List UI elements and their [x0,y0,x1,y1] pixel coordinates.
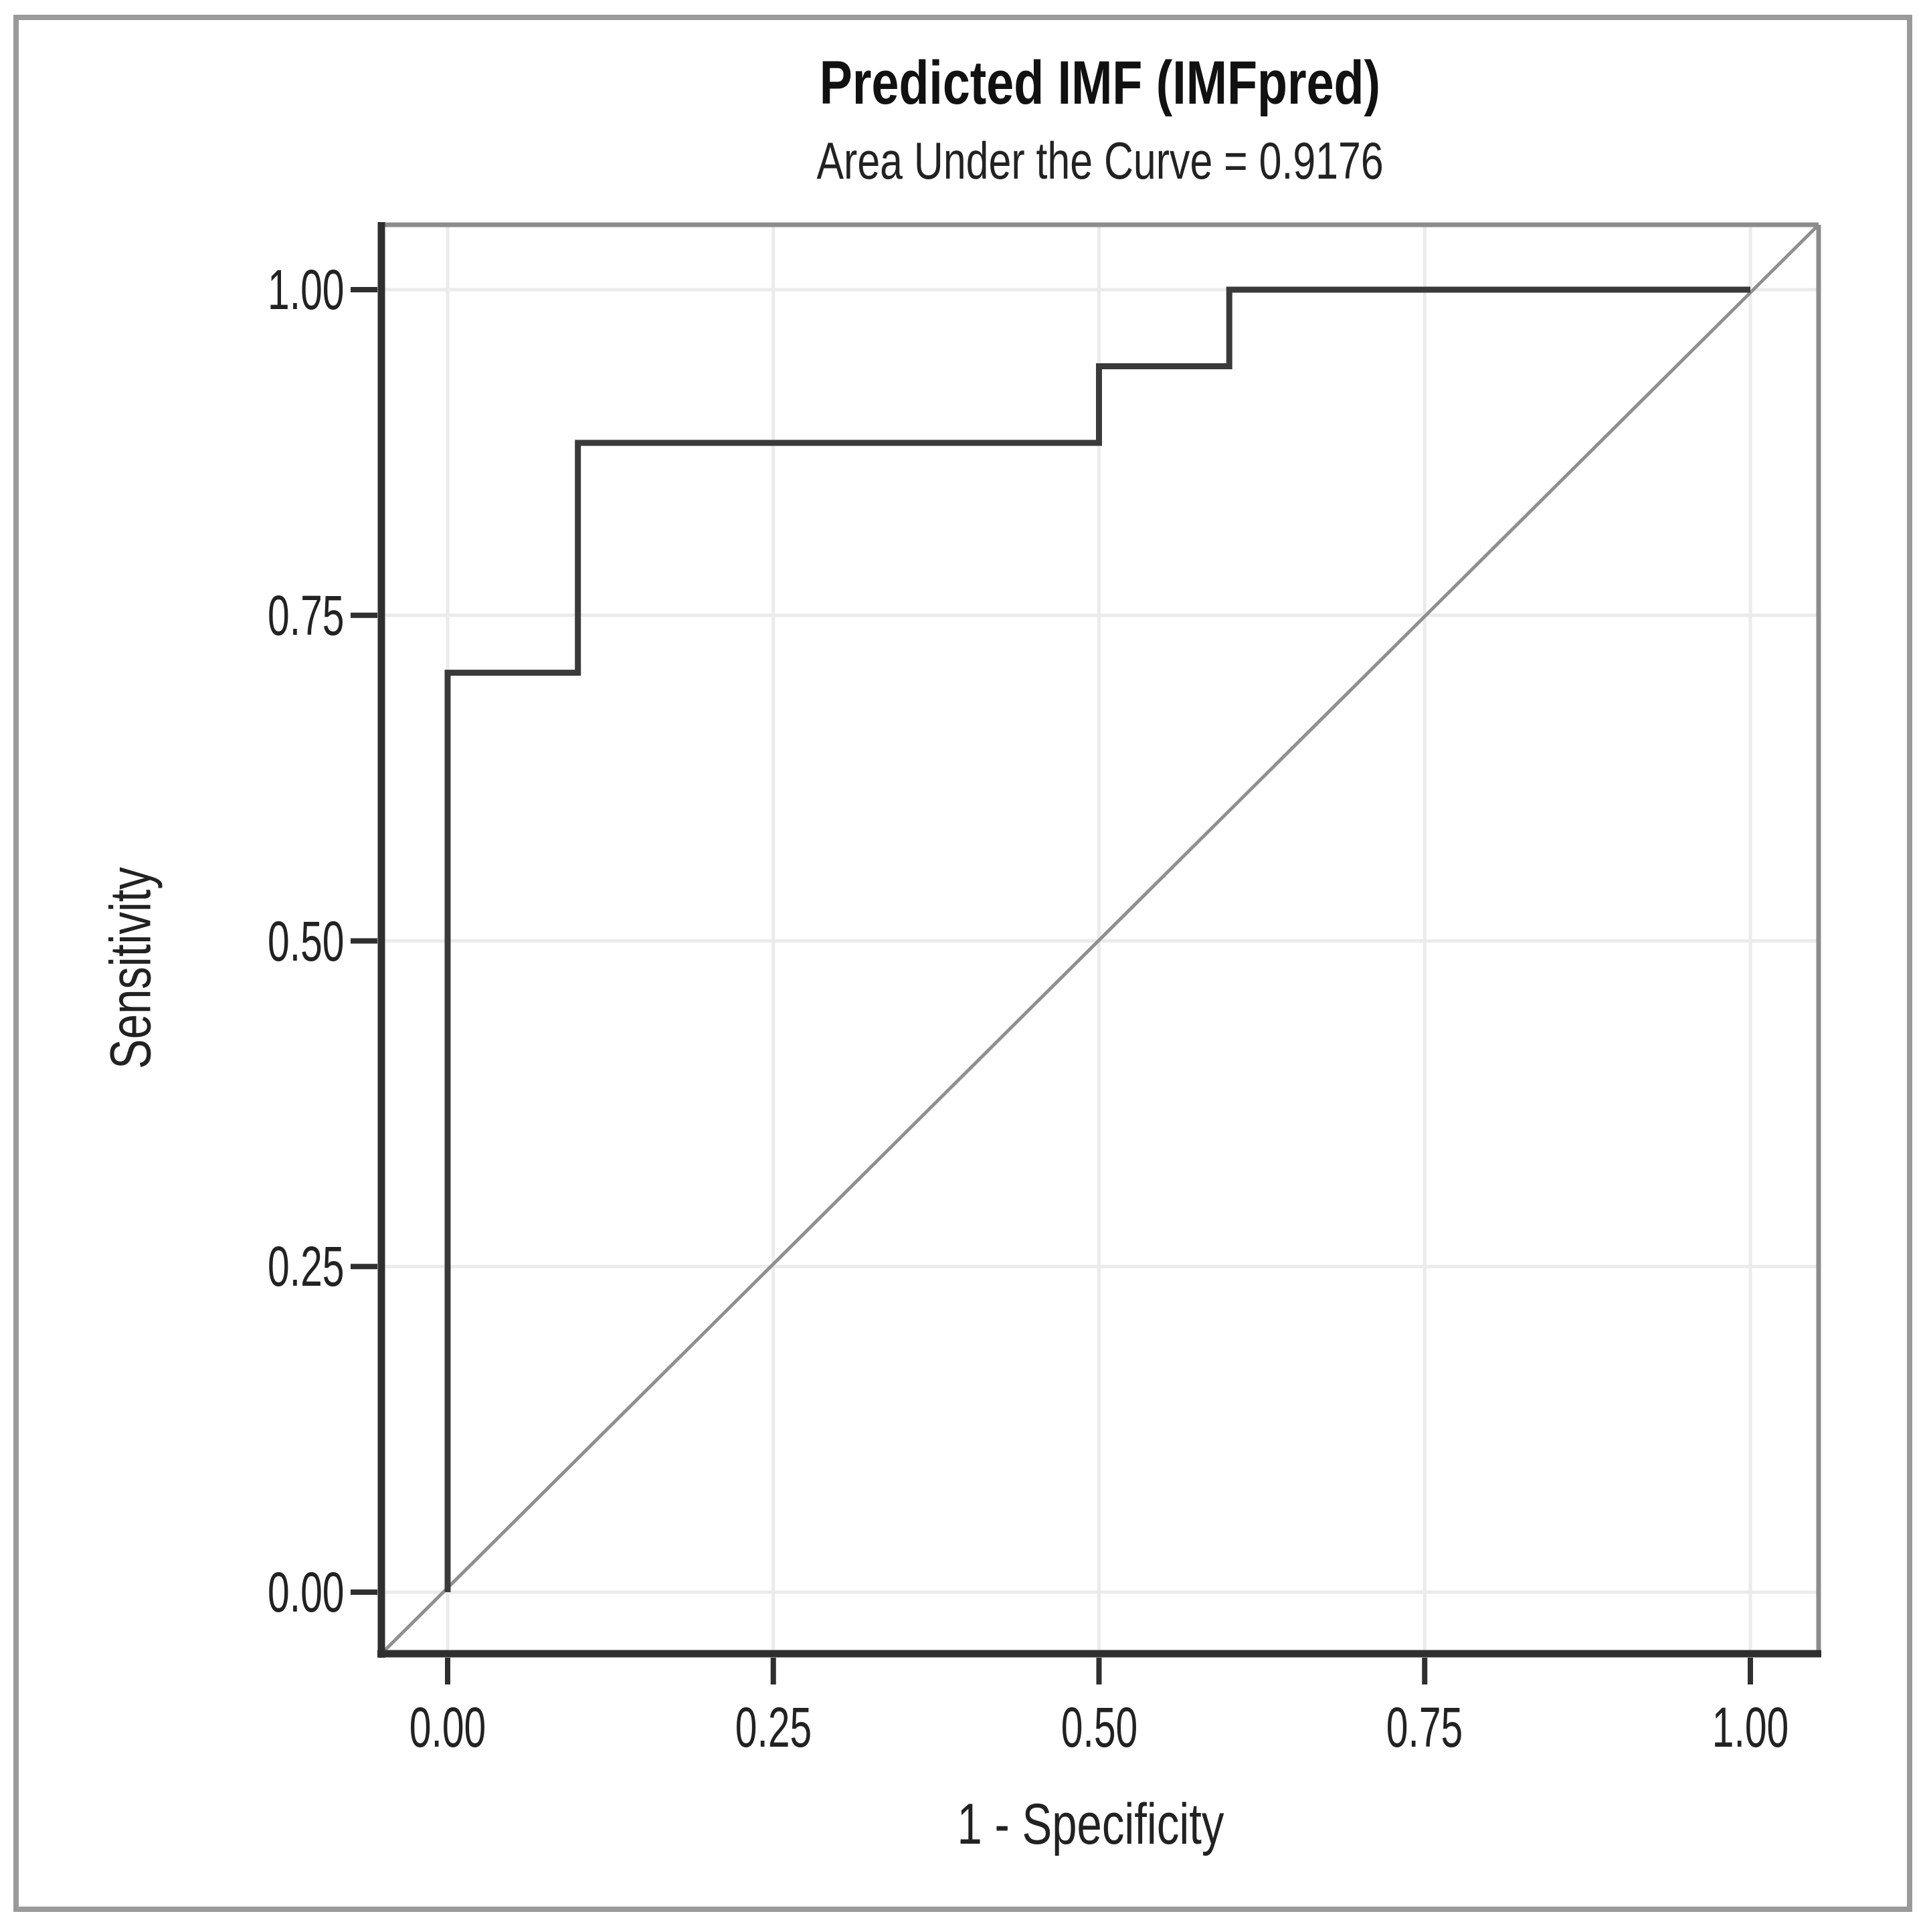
chart-title: Predicted IMF (IMFpred) [381,49,1819,117]
chart-title-text: Predicted IMF (IMFpred) [819,49,1381,117]
y-tick-label-text: 1.00 [267,258,344,321]
x-tick-label-text: 0.25 [735,1696,812,1759]
reference-diagonal-line [380,223,1820,1655]
x-axis-title: 1 - Specificity [919,1793,1261,1856]
x-tick-label-text: 0.75 [1386,1696,1463,1759]
x-tick-label-0.75: 0.75 [1370,1699,1480,1755]
x-tick-label-text: 1.00 [1712,1696,1789,1759]
y-tick-label-text: 0.75 [267,583,344,647]
y-tick-label-0.75: 0.75 [0,587,344,644]
x-tick-label-0.25: 0.25 [719,1699,828,1755]
x-tick-label-text: 0.50 [1061,1696,1137,1759]
x-tick-label-1.00: 1.00 [1695,1699,1805,1755]
x-axis-title-text: 1 - Specificity [957,1792,1224,1856]
chart-subtitle-text: Area Under the Curve = 0.9176 [816,131,1384,190]
y-tick-label-0.50: 0.50 [0,913,344,969]
y-tick-label-text: 0.25 [267,1235,344,1298]
x-tick-label-text: 0.00 [409,1696,486,1759]
y-tick-label-1.00: 1.00 [0,262,344,318]
y-tick-label-text: 0.50 [267,909,344,973]
y-tick-label-0.00: 0.00 [0,1564,344,1620]
x-tick-label-0.50: 0.50 [1044,1699,1154,1755]
y-tick-label-text: 0.00 [267,1561,344,1624]
roc-curve [444,286,1750,1592]
x-tick-label-0.00: 0.00 [393,1699,502,1755]
y-tick-label-0.25: 0.25 [0,1238,344,1294]
chart-subtitle-auc: Area Under the Curve = 0.9176 [381,132,1819,190]
